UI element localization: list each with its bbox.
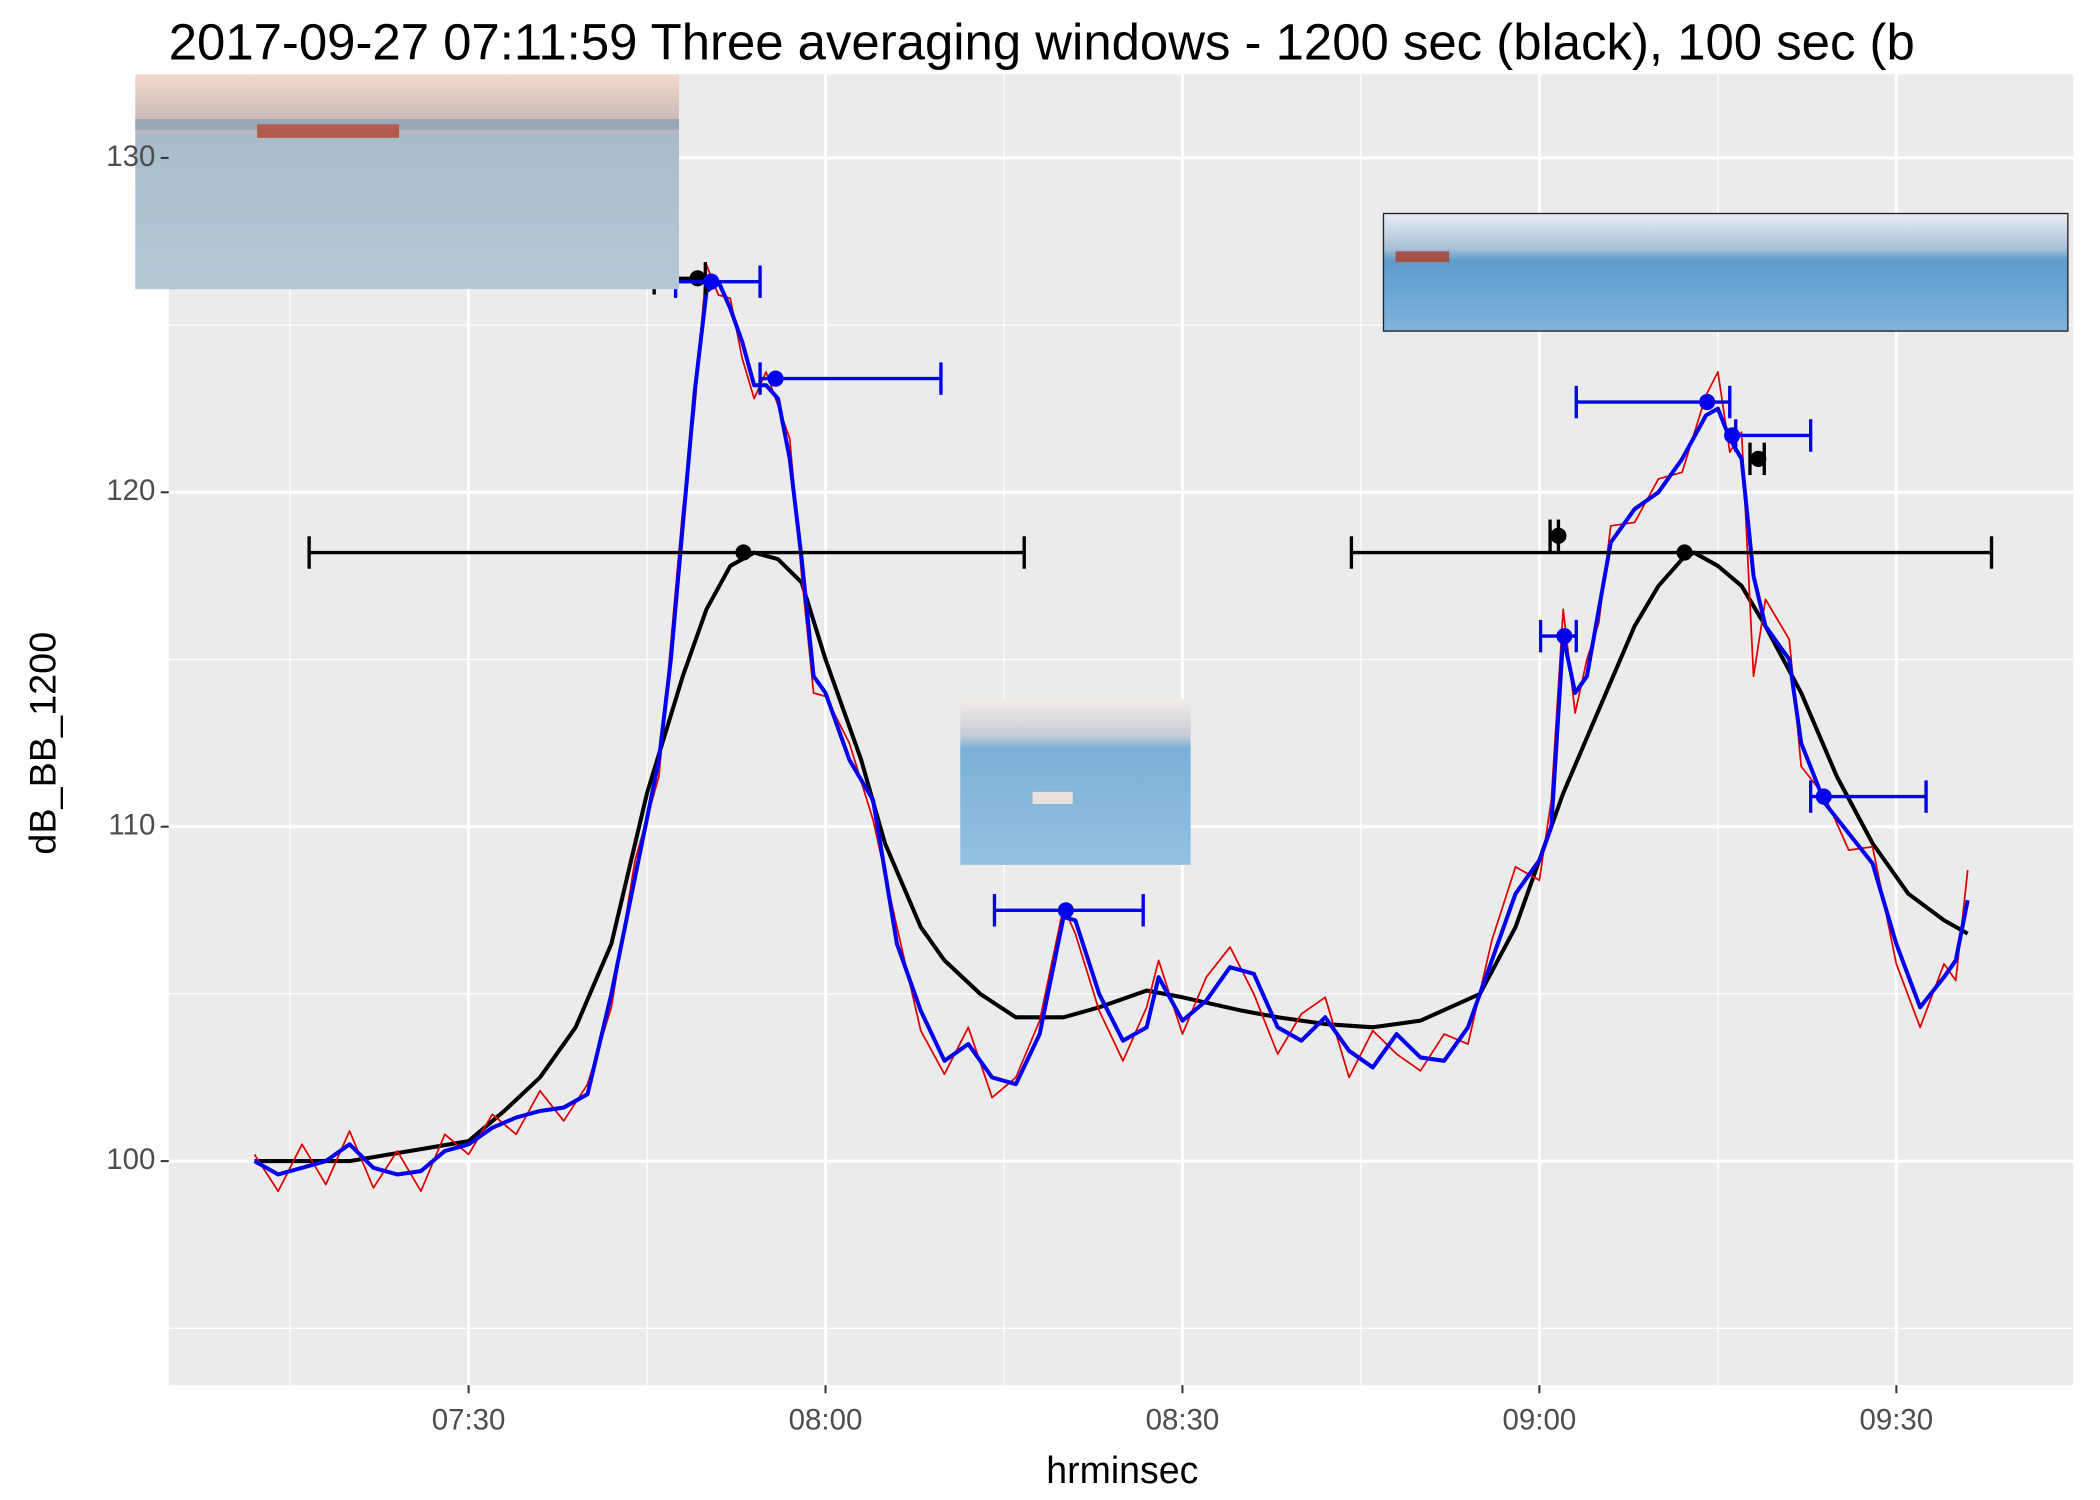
x-tick-label: 09:00 bbox=[1503, 1403, 1577, 1436]
photo-shore bbox=[135, 118, 680, 130]
y-axis-label: dB_BB_1200 bbox=[22, 632, 64, 855]
photo-boat bbox=[1032, 791, 1073, 805]
photo-ship bbox=[1395, 251, 1450, 263]
point bbox=[689, 270, 706, 287]
point bbox=[1815, 788, 1832, 805]
point bbox=[1057, 902, 1074, 919]
point bbox=[735, 544, 752, 561]
point bbox=[1724, 427, 1741, 444]
x-axis-label: hrminsec bbox=[1046, 1449, 1198, 1491]
point bbox=[1676, 544, 1693, 561]
photos bbox=[135, 74, 2069, 865]
series-line bbox=[254, 550, 1969, 1164]
point bbox=[1556, 627, 1573, 645]
y-tick-label: 120 bbox=[106, 474, 155, 507]
point bbox=[1699, 393, 1716, 411]
photo-ship bbox=[257, 124, 400, 138]
point bbox=[703, 273, 720, 290]
x-tick-label: 07:30 bbox=[432, 1403, 506, 1436]
point bbox=[1550, 527, 1567, 544]
x-tick-label: 09:30 bbox=[1859, 1403, 1933, 1436]
photo bbox=[1382, 212, 2069, 332]
point bbox=[1750, 450, 1767, 467]
photo bbox=[135, 74, 680, 290]
y-tick-label: 100 bbox=[106, 1143, 155, 1176]
photo bbox=[960, 698, 1191, 865]
x-tick-label: 08:00 bbox=[789, 1403, 863, 1436]
series-line bbox=[253, 279, 1970, 1177]
x-tick-label: 08:30 bbox=[1146, 1403, 1220, 1436]
y-tick-label: 110 bbox=[108, 808, 155, 841]
chart-title: 2017-09-27 07:11:59 Three averaging wind… bbox=[169, 13, 1915, 70]
y-tick-label: 130 bbox=[106, 140, 155, 173]
point bbox=[767, 370, 784, 387]
